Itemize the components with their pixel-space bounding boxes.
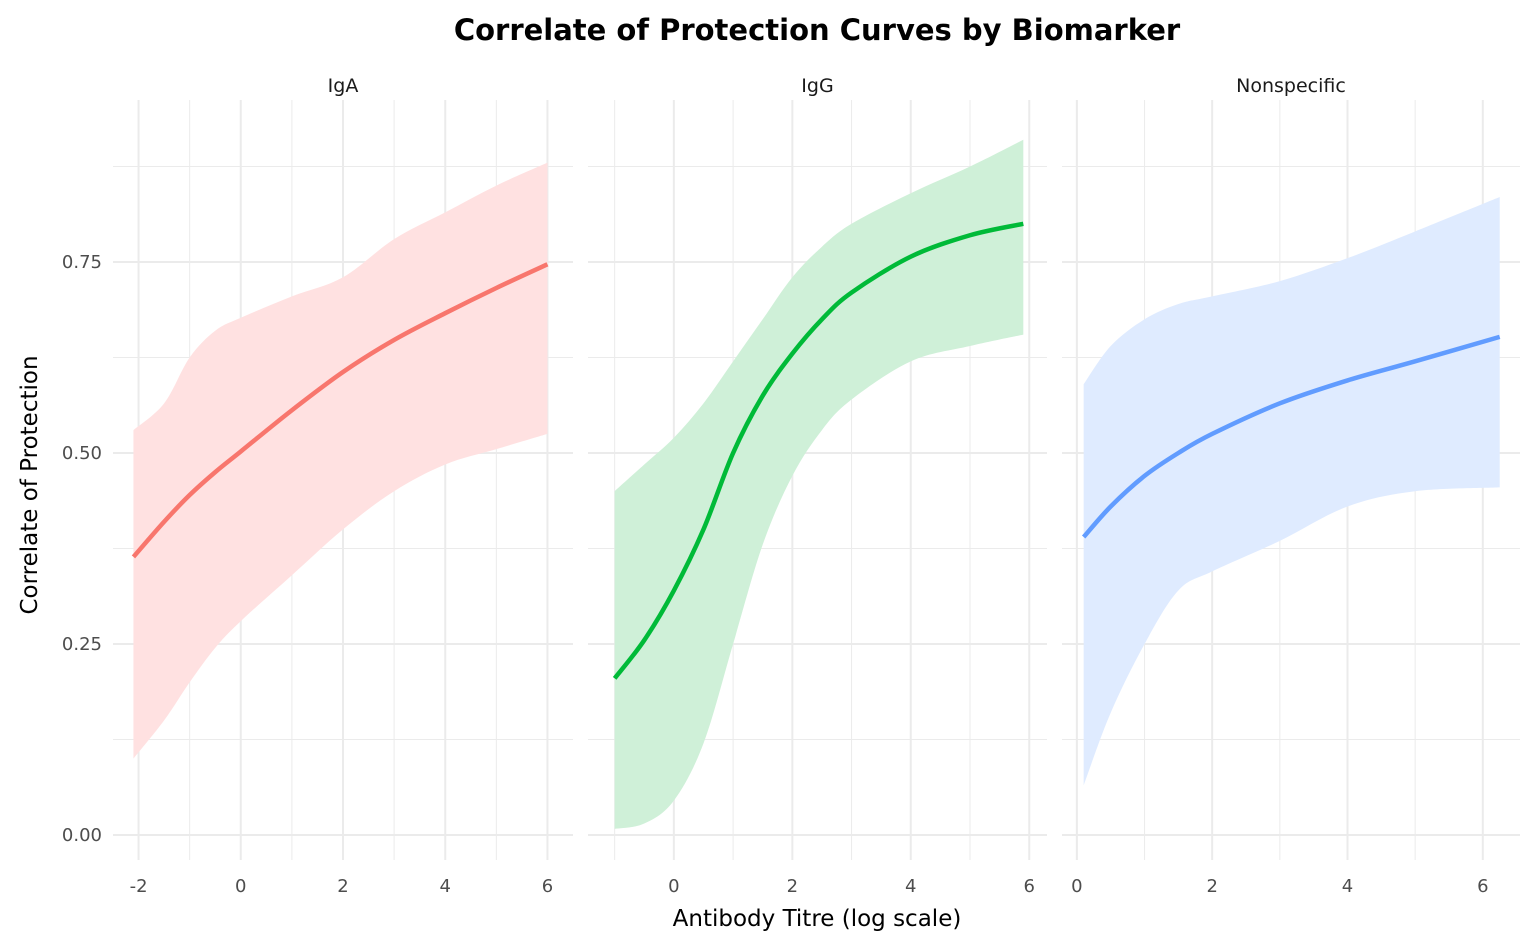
confidence-band — [614, 139, 1024, 829]
confidence-band — [133, 162, 548, 759]
curve-line — [1081, 334, 1501, 539]
x-tick-label: 4 — [1342, 876, 1353, 897]
x-tick-label: 4 — [905, 876, 916, 897]
y-axis-label: Correlate of Protection — [17, 355, 43, 614]
x-tick-label: 6 — [1477, 876, 1488, 897]
y-tick-label: 0.75 — [62, 252, 102, 273]
curve-line — [612, 221, 1024, 680]
x-axis-label: Antibody Titre (log scale) — [673, 906, 962, 932]
x-tick-label: 2 — [1206, 876, 1217, 897]
chart-title: Correlate of Protection Curves by Biomar… — [454, 13, 1181, 47]
confidence-band — [1083, 197, 1500, 786]
y-tick-label: 0.00 — [62, 825, 102, 846]
x-tick-label: 0 — [1071, 876, 1082, 897]
x-tick-label: 6 — [1024, 876, 1035, 897]
facet-label: Nonspecific — [1236, 75, 1346, 97]
facet-label: IgA — [328, 75, 359, 97]
y-tick-label: 0.25 — [62, 634, 102, 655]
y-tick-label: 0.50 — [62, 443, 102, 464]
x-tick-label: 0 — [235, 876, 246, 897]
x-tick-label: 2 — [337, 876, 348, 897]
x-tick-label: 0 — [668, 876, 679, 897]
curve-line — [131, 262, 549, 559]
panel-igg: IgG 0 2 4 6 — [588, 75, 1047, 897]
panel-iga: IgA -2 0 2 4 6 — [113, 75, 573, 897]
panel-nonspecific: Nonspecific 0 2 4 6 — [1062, 75, 1520, 897]
x-tick-label: 4 — [439, 876, 450, 897]
facet-label: IgG — [801, 75, 833, 97]
x-tick-label: -2 — [130, 876, 148, 897]
x-tick-label: 2 — [787, 876, 798, 897]
x-tick-label: 6 — [542, 876, 553, 897]
